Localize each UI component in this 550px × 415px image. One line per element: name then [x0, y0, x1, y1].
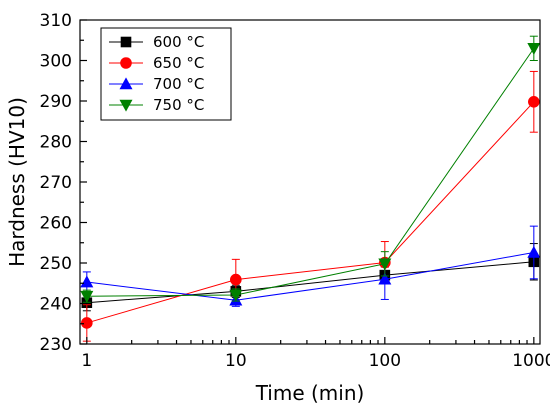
x-tick-label: 1	[81, 351, 92, 371]
x-tick-label: 10	[225, 351, 247, 371]
legend-label: 650 °C	[153, 54, 204, 72]
legend-marker	[120, 57, 132, 69]
x-axis: 1 10 100 1000	[81, 337, 550, 371]
data-point	[81, 317, 93, 329]
legend-entry: 650 °C	[109, 54, 204, 72]
y-tick-label: 240	[40, 295, 72, 315]
x-tick-label: 1000	[512, 351, 550, 371]
legend-marker	[119, 77, 133, 90]
data-point	[80, 290, 94, 303]
y-tick-label: 290	[40, 92, 72, 112]
y-tick-label: 230	[40, 335, 72, 355]
data-layer	[80, 35, 541, 342]
y-tick-label: 250	[40, 254, 72, 274]
legend-entry: 700 °C	[109, 75, 204, 93]
data-point	[229, 289, 243, 302]
series-line	[86, 101, 535, 324]
x-axis-title: Time (min)	[255, 381, 365, 405]
y-tick-label: 310	[40, 11, 72, 31]
series-line	[86, 251, 534, 301]
series-2	[80, 225, 541, 307]
data-point	[528, 96, 540, 108]
data-point	[378, 272, 392, 285]
data-point	[230, 273, 242, 286]
series-0	[81, 243, 540, 312]
y-axis: 230 240 250 260 270 280 290 300 310	[40, 11, 87, 355]
y-axis-title: Hardness (HV10)	[5, 97, 29, 267]
y-tick-label: 300	[40, 52, 72, 72]
legend-marker	[119, 99, 133, 112]
y-tick-label: 260	[40, 214, 72, 234]
legend: 600 °C 650 °C 700 °C 750 °C	[100, 27, 232, 121]
legend-label: 750 °C	[153, 96, 204, 114]
x-tick-label: 100	[369, 351, 401, 371]
data-point	[527, 43, 541, 55]
data-point	[378, 258, 392, 271]
legend-label: 600 °C	[153, 33, 204, 51]
series-3	[80, 35, 541, 303]
data-point	[527, 245, 541, 258]
legend-entry: 750 °C	[109, 96, 204, 114]
y-tick-label: 270	[40, 173, 72, 193]
legend-label: 700 °C	[153, 75, 204, 93]
series-line	[86, 261, 534, 304]
legend-entry: 600 °C	[109, 33, 204, 51]
data-point	[80, 275, 94, 288]
legend-marker	[120, 36, 132, 48]
series-line	[86, 48, 535, 297]
y-tick-label: 280	[40, 133, 72, 153]
